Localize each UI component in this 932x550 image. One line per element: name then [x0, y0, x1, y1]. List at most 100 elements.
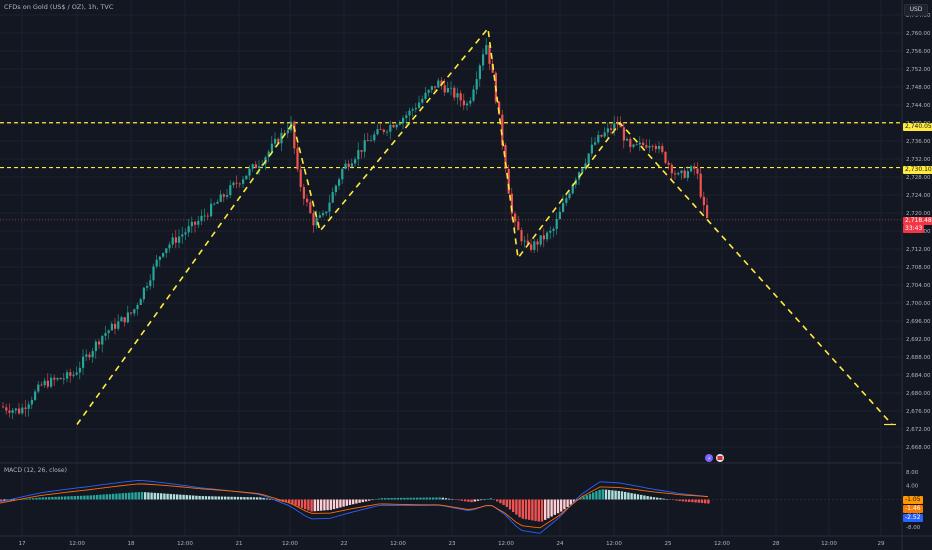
macd-histogram-bar [547, 499, 550, 519]
macd-indicator-label[interactable]: MACD (12, 26, close) [4, 467, 67, 474]
macd-histogram-bar [486, 498, 489, 500]
candle-up [414, 108, 417, 110]
price-tick-label: 2,724.00 [906, 193, 931, 199]
candle-up [258, 166, 261, 169]
candle-down [254, 164, 257, 169]
current-price-badge: 2,718.48 [903, 217, 932, 225]
candle-down [312, 213, 315, 226]
candle-down [510, 193, 513, 214]
candle-up [117, 321, 120, 329]
macd-histogram-bar [224, 496, 227, 500]
macd-histogram-bar [659, 498, 662, 500]
candle-up [165, 248, 168, 253]
candle-up [686, 171, 689, 178]
candle-up [50, 377, 53, 387]
candle-down [299, 169, 302, 188]
macd-histogram-bar [345, 499, 348, 506]
macd-histogram-bar [396, 497, 400, 500]
macd-histogram-bar [672, 499, 675, 501]
candle-up [152, 266, 155, 281]
macd-histogram-bar [137, 492, 140, 500]
candle-up [104, 332, 107, 336]
candle-up [171, 237, 174, 245]
macd-histogram-bar [633, 493, 636, 500]
candle-down [302, 187, 305, 199]
macd-histogram-bar [160, 493, 163, 500]
macd-histogram-bar [38, 497, 41, 500]
candle-down [674, 173, 677, 175]
macd-histogram-bar [489, 498, 492, 500]
macd-histogram-bar [393, 497, 396, 500]
candle-up [318, 215, 321, 218]
candle-down [664, 151, 667, 163]
macd-histogram-bar [329, 499, 332, 510]
candle-up [648, 145, 651, 148]
time-tick-label: 12:00 [821, 541, 837, 547]
macd-histogram-bar [694, 499, 697, 503]
candle-down [366, 140, 369, 142]
price-tick-label: 2,764.00 [906, 13, 931, 19]
candle-up [363, 140, 366, 152]
candle-down [235, 182, 238, 184]
candle-down [488, 45, 491, 64]
macd-histogram-bar [681, 499, 684, 502]
currency-button[interactable]: USD [904, 4, 928, 16]
macd-histogram-bar [294, 499, 297, 506]
macd-histogram-bar [422, 497, 425, 500]
candle-down [293, 121, 296, 149]
candle-up [30, 399, 33, 405]
candle-up [43, 380, 46, 386]
time-tick-label: 24 [557, 541, 564, 547]
zigzag-projection-drawing[interactable] [76, 26, 896, 426]
price-tick-label: 2,668.00 [906, 445, 931, 451]
zigzag-projection-line[interactable] [76, 26, 893, 426]
event-icons[interactable]: ⚡ [705, 454, 724, 462]
candle-up [331, 192, 334, 203]
macd-histogram-bar [252, 497, 256, 500]
macd-histogram-bar [617, 490, 620, 500]
candle-up [187, 226, 190, 233]
horizontal-levels[interactable] [0, 122, 902, 221]
macd-histogram-bar [323, 499, 326, 511]
candle-up [571, 184, 574, 194]
macd-histogram-bar [12, 499, 16, 501]
candle-up [430, 86, 433, 90]
candle-up [274, 138, 277, 144]
macd-histogram-bar [403, 497, 406, 500]
candle-down [526, 240, 529, 245]
macd-histogram-bar [531, 499, 534, 521]
candle-up [370, 140, 373, 142]
candle-up [568, 193, 571, 199]
candle-up [146, 286, 149, 288]
macd-histogram-bar [598, 489, 601, 500]
macd-histogram-bar [348, 499, 352, 505]
candle-up [11, 410, 14, 413]
macd-histogram-bar [496, 499, 499, 502]
macd-histogram-bar [134, 492, 137, 500]
macd-histogram-bar [105, 494, 108, 500]
macd-histogram-bar [198, 495, 201, 500]
candle-up [405, 115, 408, 118]
macd-histogram-bar [668, 499, 672, 500]
macd-histogram-bar [592, 492, 595, 500]
price-tick-label: 2,684.00 [906, 373, 931, 379]
macd-histogram-bar [464, 499, 467, 502]
macd-histogram-bar [60, 496, 64, 500]
price-tick-label: 2,692.00 [906, 337, 931, 343]
time-tick-label: 12:00 [714, 541, 730, 547]
macd-histogram-bar [156, 493, 160, 500]
candle-down [514, 213, 517, 222]
candle-up [341, 168, 344, 180]
lightning-event-icon[interactable] [705, 454, 713, 462]
price-tick-label: 2,708.00 [906, 265, 931, 271]
macd-histogram-bar [233, 496, 236, 500]
symbol-title[interactable]: CFDs on Gold (US$ / OZ), 1h, TVC [4, 3, 114, 11]
candle-up [158, 256, 161, 260]
macd-histogram-bar [432, 497, 435, 500]
candle-down [40, 384, 43, 386]
macd-histogram-bar [384, 498, 387, 500]
macd-histogram-bar [208, 496, 211, 500]
candle-down [59, 378, 62, 380]
macd-histogram-bar [99, 494, 102, 500]
